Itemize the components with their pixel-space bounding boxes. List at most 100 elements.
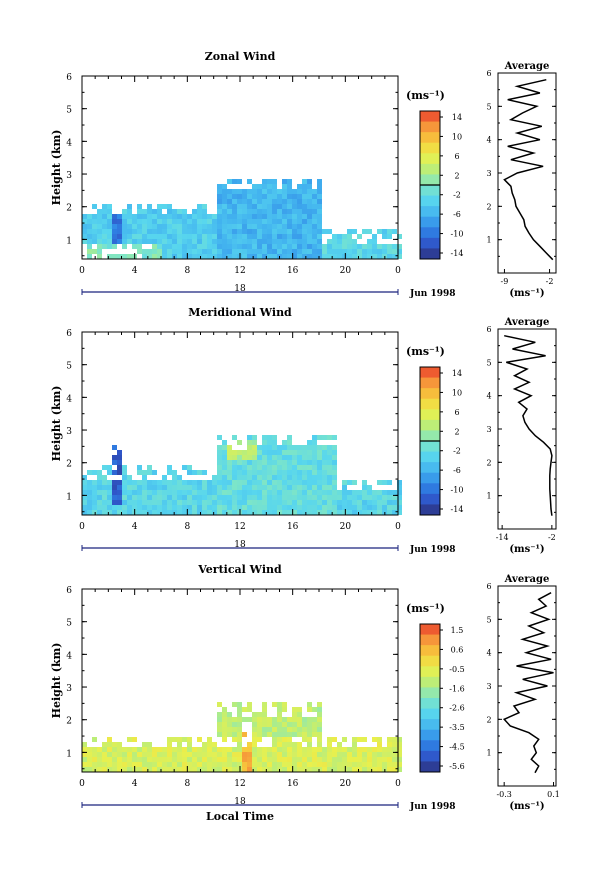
heatmap-cell bbox=[282, 460, 287, 465]
y-tick-label: 4 bbox=[66, 651, 72, 661]
heatmap-cell bbox=[177, 244, 182, 249]
heatmap-cell bbox=[312, 194, 317, 199]
heatmap-cell bbox=[172, 470, 177, 475]
heatmap-cell bbox=[267, 485, 272, 490]
heatmap-cell bbox=[217, 712, 222, 717]
heatmap-cell bbox=[317, 490, 322, 495]
heatmap-cell bbox=[182, 490, 187, 495]
heatmap-cell bbox=[147, 752, 152, 757]
heatmap-cell bbox=[397, 234, 402, 239]
heatmap-cell bbox=[302, 204, 307, 209]
heatmap-cell bbox=[92, 204, 97, 209]
heatmap-cell bbox=[272, 762, 277, 767]
heatmap-cell bbox=[252, 495, 257, 500]
heatmap-cell bbox=[247, 450, 252, 455]
heatmap-cell bbox=[247, 495, 252, 500]
heatmap-cell bbox=[257, 717, 262, 722]
heatmap-cell bbox=[387, 747, 392, 752]
heatmap-cell bbox=[312, 490, 317, 495]
heatmap-cell bbox=[312, 495, 317, 500]
heatmap-cell bbox=[127, 229, 132, 234]
heatmap-cell bbox=[397, 767, 402, 772]
heatmap-cell bbox=[317, 475, 322, 480]
heatmap-cell bbox=[362, 752, 367, 757]
heatmap-cell bbox=[197, 757, 202, 762]
heatmap-cell bbox=[297, 204, 302, 209]
heatmap-cell bbox=[167, 234, 172, 239]
heatmap-cell bbox=[152, 495, 157, 500]
heatmap-cell bbox=[207, 244, 212, 249]
heatmap-cell bbox=[342, 757, 347, 762]
heatmap-cell bbox=[242, 465, 247, 470]
heatmap-cell bbox=[327, 455, 332, 460]
heatmap-cell bbox=[392, 737, 397, 742]
heatmap-cell bbox=[302, 727, 307, 732]
heatmap-cell bbox=[217, 199, 222, 204]
heatmap-cell bbox=[102, 485, 107, 490]
heatmap-cell bbox=[232, 254, 237, 259]
heatmap-cell bbox=[177, 229, 182, 234]
heatmap-cell bbox=[127, 224, 132, 229]
heatmap-cell bbox=[147, 239, 152, 244]
heatmap-cell bbox=[337, 762, 342, 767]
heatmap-cell bbox=[247, 249, 252, 254]
heatmap-cell bbox=[252, 224, 257, 229]
heatmap-cell bbox=[167, 752, 172, 757]
heatmap-cell bbox=[282, 505, 287, 510]
heatmap-cell bbox=[117, 742, 122, 747]
heatmap-cell bbox=[97, 209, 102, 214]
heatmap-cell bbox=[212, 742, 217, 747]
heatmap-cell bbox=[142, 209, 147, 214]
heatmap-cell bbox=[277, 229, 282, 234]
heatmap-cell bbox=[207, 219, 212, 224]
heatmap-cell bbox=[172, 762, 177, 767]
heatmap-cell bbox=[237, 737, 242, 742]
heatmap-cell bbox=[87, 757, 92, 762]
heatmap-cell bbox=[342, 239, 347, 244]
heatmap-cell bbox=[217, 475, 222, 480]
colorbar-tick-label: -6 bbox=[453, 466, 461, 475]
heatmap-cell bbox=[82, 239, 87, 244]
heatmap-cell bbox=[342, 254, 347, 259]
heatmap-cell bbox=[217, 485, 222, 490]
heatmap-cell bbox=[267, 435, 272, 440]
heatmap-cell bbox=[132, 500, 137, 505]
heatmap-cell bbox=[357, 244, 362, 249]
colorbar-segment bbox=[420, 483, 440, 495]
heatmap-cell bbox=[302, 189, 307, 194]
heatmap-cell bbox=[237, 722, 242, 727]
y-tick-label: 5 bbox=[66, 362, 72, 372]
x-tick-label: 16 bbox=[287, 522, 299, 532]
heatmap-cell bbox=[167, 249, 172, 254]
heatmap-cell bbox=[382, 505, 387, 510]
heatmap-cell bbox=[192, 470, 197, 475]
heatmap-cell bbox=[302, 732, 307, 737]
heatmap-cell bbox=[287, 480, 292, 485]
heatmap-cell bbox=[367, 485, 372, 490]
heatmap-cell bbox=[117, 465, 122, 470]
heatmap-cell bbox=[112, 490, 117, 495]
heatmap-cell bbox=[92, 495, 97, 500]
heatmap-cell bbox=[192, 254, 197, 259]
heatmap-cell bbox=[117, 485, 122, 490]
heatmap-cell bbox=[282, 762, 287, 767]
heatmap-cell bbox=[167, 254, 172, 259]
heatmap-cell bbox=[117, 214, 122, 219]
heatmap-cell bbox=[302, 757, 307, 762]
heatmap-cell bbox=[287, 470, 292, 475]
heatmap-cell bbox=[277, 450, 282, 455]
heatmap-cell bbox=[147, 234, 152, 239]
heatmap-cell bbox=[142, 475, 147, 480]
heatmap-cell bbox=[262, 254, 267, 259]
heatmap-cell bbox=[127, 475, 132, 480]
heatmap-cell bbox=[272, 460, 277, 465]
heatmap-cell bbox=[92, 239, 97, 244]
heatmap-cell bbox=[197, 219, 202, 224]
heatmap-cell bbox=[297, 244, 302, 249]
heatmap-cell bbox=[87, 500, 92, 505]
heatmap-cell bbox=[317, 500, 322, 505]
heatmap-cell bbox=[187, 500, 192, 505]
heatmap-cell bbox=[197, 204, 202, 209]
heatmap-cell bbox=[352, 510, 357, 515]
heatmap-cell bbox=[292, 224, 297, 229]
